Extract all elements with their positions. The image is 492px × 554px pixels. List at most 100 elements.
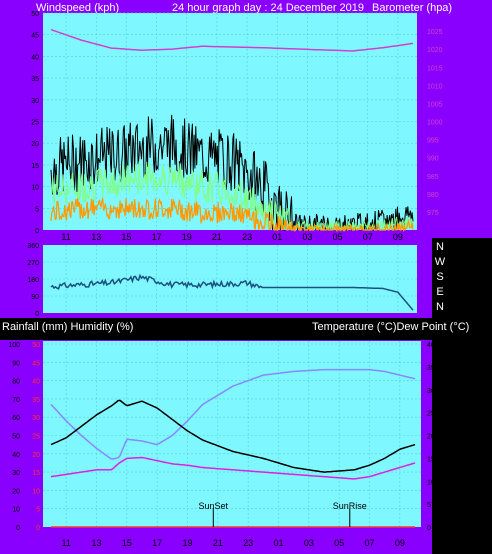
barometer-tick-label: 975: [427, 210, 439, 217]
humidity-tick-label: 0: [16, 525, 20, 532]
barometer-tick-label: 1020: [427, 47, 443, 54]
windspeed-tick-label: 10: [31, 185, 39, 192]
dewpoint-series: [50, 456, 416, 480]
direction-tick-label: 180: [27, 277, 39, 284]
sunrise-label: SunRise: [333, 501, 367, 511]
rainfall-tick-label: 15: [32, 470, 40, 477]
compass-band: [432, 238, 492, 330]
humidity-axis: 0 10 20 30 40 50 60 70 80 90 100: [8, 342, 20, 532]
temperature-series: [50, 399, 416, 473]
wind-grid: [43, 12, 417, 230]
bottom-right-band: [432, 336, 492, 554]
rainfall-tick-label: 5: [36, 507, 40, 514]
compass-label: N: [436, 241, 444, 253]
direction-grid: [43, 245, 417, 313]
header-center: 24 hour graph day : 24 December 2019: [172, 2, 364, 14]
humidity-tick-label: 60: [12, 415, 20, 422]
windspeed-axis: 0 5 10 15 20 25 30 35 40 45 50: [31, 11, 39, 235]
rainfall-tick-label: 20: [32, 452, 40, 459]
humidity-tick-label: 70: [12, 397, 20, 404]
rainfall-tick-label: 45: [32, 360, 40, 367]
humidity-tick-label: 20: [12, 488, 20, 495]
hour-tick-label: 07: [364, 538, 374, 548]
hour-tick-label: 11: [61, 232, 70, 242]
direction-tick-label: 90: [31, 294, 39, 301]
humidity-tick-label: 100: [8, 342, 20, 349]
windspeed-tick-label: 30: [31, 98, 39, 105]
humidity-tick-label: 50: [12, 434, 20, 441]
direction-tick-label: 360: [27, 243, 39, 250]
compass-label: E: [436, 286, 443, 298]
hour-tick-label: 19: [182, 232, 192, 242]
hour-tick-label: 11: [61, 538, 70, 548]
rainfall-tick-label: 40: [32, 379, 40, 386]
barometer-tick-label: 980: [427, 192, 439, 199]
rainfall-axis: 0 5 10 15 20 25 30 35 40 45 50: [32, 342, 40, 532]
barometer-series: [50, 28, 414, 52]
hour-tick-label: 23: [242, 232, 252, 242]
windspeed-tick-label: 45: [31, 33, 39, 40]
hour-tick-label: 09: [393, 232, 403, 242]
hour-tick-label: 23: [243, 538, 253, 548]
windspeed-tick-label: 5: [35, 206, 39, 213]
direction-series: [50, 273, 414, 311]
rainfall-tick-label: 35: [32, 397, 40, 404]
temperature-tick-label: 35: [427, 365, 435, 372]
hour-tick-label: 03: [302, 232, 312, 242]
direction-tick-label: 270: [27, 260, 39, 267]
wind-gust-line: [50, 114, 414, 232]
temperature-tick-label: 5: [427, 502, 431, 509]
direction-tick-label: 0: [35, 311, 39, 318]
barometer-tick-label: 1005: [427, 101, 443, 108]
temp-plot-area: [43, 341, 421, 527]
temperature-tick-label: 0: [427, 525, 431, 532]
temperature-axis: 0 5 10 15 20 25 30 35 40: [427, 342, 435, 532]
wind-average-line: [50, 161, 414, 232]
temperature-tick-label: 40: [427, 342, 435, 349]
barometer-tick-label: 1010: [427, 83, 443, 90]
windspeed-tick-label: 40: [31, 54, 39, 61]
panel2-header-left: Rainfall (mm) Humidity (%): [2, 321, 133, 333]
sunset-label: SunSet: [199, 501, 229, 511]
wind-minimum-line: [50, 197, 414, 233]
windspeed-tick-label: 35: [31, 76, 39, 83]
humidity-tick-label: 40: [12, 452, 20, 459]
windspeed-tick-label: 20: [31, 141, 39, 148]
hour-tick-label: 05: [333, 232, 343, 242]
hour-tick-label: 03: [304, 538, 314, 548]
temp-grid: [43, 341, 421, 527]
hour-tick-label: 13: [91, 232, 101, 242]
barometer-tick-label: 990: [427, 156, 439, 163]
hour-tick-label: 15: [122, 538, 132, 548]
hour-tick-label: 17: [152, 538, 162, 548]
hour-tick-label: 01: [273, 538, 283, 548]
temperature-tick-label: 20: [427, 434, 435, 441]
barometer-tick-label: 985: [427, 174, 439, 181]
barometer-tick-label: 995: [427, 138, 439, 145]
humidity-tick-label: 80: [12, 379, 20, 386]
windspeed-tick-label: 50: [31, 11, 39, 18]
hour-tick-label: 21: [212, 232, 222, 242]
barometer-tick-label: 1025: [427, 29, 443, 36]
windspeed-tick-label: 25: [31, 120, 39, 127]
humidity-tick-label: 30: [12, 470, 20, 477]
barometer-tick-label: 1000: [427, 120, 443, 127]
hour-axis-top: 11 13 15 17 19 21 23 01 03 05 07 09: [61, 232, 403, 242]
hour-tick-label: 05: [334, 538, 344, 548]
panel2-header-right: Temperature (°C)Dew Point (°C): [312, 321, 469, 333]
hour-tick-label: 01: [272, 232, 282, 242]
windspeed-tick-label: 0: [35, 228, 39, 235]
wind-plot-area: [43, 13, 417, 230]
hour-tick-label: 19: [182, 538, 192, 548]
humidity-series: [50, 368, 416, 460]
windspeed-tick-label: 15: [31, 163, 39, 170]
barometer-axis: 975 980 985 990 995 1000 1005 1010 1015 1020 1025: [427, 29, 443, 217]
barometer-tick-label: 1015: [427, 65, 443, 72]
hour-tick-label: 09: [395, 538, 405, 548]
temperature-tick-label: 15: [427, 456, 435, 463]
compass-label: S: [436, 271, 443, 283]
humidity-tick-label: 90: [12, 360, 20, 367]
hour-tick-label: 13: [91, 538, 101, 548]
hour-tick-label: 21: [213, 538, 223, 548]
